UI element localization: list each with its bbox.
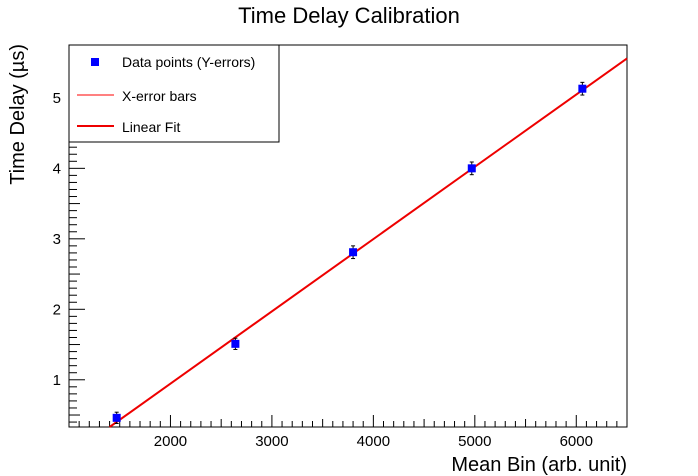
legend: Data points (Y-errors) X-error bars Line… xyxy=(68,44,280,143)
y-tick-label: 4 xyxy=(53,160,61,177)
data-point xyxy=(112,413,121,422)
data-point xyxy=(467,164,476,173)
y-axis-label: Time Delay (µs) xyxy=(7,44,29,185)
x-tick-label: 4000 xyxy=(357,433,390,450)
legend-marker-data-points xyxy=(91,58,99,66)
data-point xyxy=(349,248,358,257)
data-point xyxy=(578,84,587,93)
x-axis-label: Mean Bin (arb. unit) xyxy=(451,454,627,476)
fit-line-layer xyxy=(109,57,628,428)
x-tick-label: 6000 xyxy=(560,433,593,450)
y-tick-label: 1 xyxy=(53,372,61,389)
x-tick-label: 5000 xyxy=(458,433,491,450)
linear-fit-line xyxy=(109,57,628,428)
legend-label-data-points: Data points (Y-errors) xyxy=(122,54,255,70)
y-tick-label: 3 xyxy=(53,231,61,248)
legend-label-linear-fit: Linear Fit xyxy=(122,119,180,135)
data-points-layer xyxy=(112,81,587,424)
plot-frame xyxy=(68,44,628,428)
y-tick-label: 5 xyxy=(53,90,61,107)
x-tick-label: 3000 xyxy=(255,433,288,450)
x-axis-ticks: 2000 3000 4000 5000 6000 xyxy=(78,415,628,450)
x-tick-label: 2000 xyxy=(154,433,187,450)
legend-label-x-error: X-error bars xyxy=(122,88,197,104)
data-point xyxy=(231,339,240,348)
chart-title: Time Delay Calibration xyxy=(238,3,460,28)
y-tick-label: 2 xyxy=(53,301,61,318)
